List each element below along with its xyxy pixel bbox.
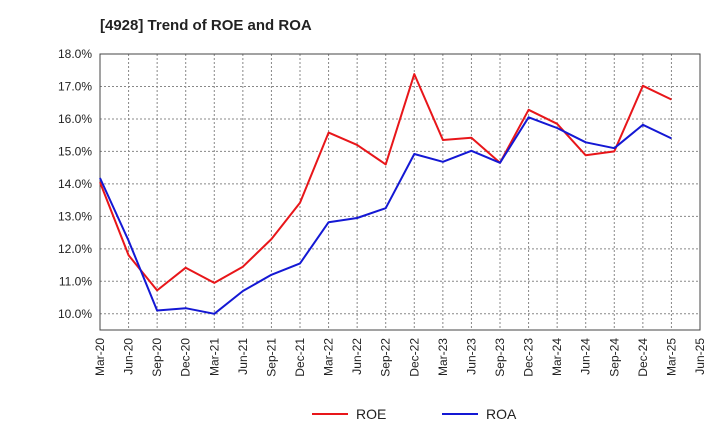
x-tick-label: Mar-20 <box>93 338 107 376</box>
y-tick-label: 16.0% <box>58 112 92 126</box>
y-tick-label: 17.0% <box>58 79 92 93</box>
x-tick-label: Jun-24 <box>579 338 593 375</box>
y-tick-label: 11.0% <box>59 274 92 288</box>
x-tick-label: Mar-23 <box>436 338 450 376</box>
x-tick-label: Dec-23 <box>522 338 536 377</box>
y-tick-label: 14.0% <box>58 177 92 191</box>
grid-lines <box>99 53 701 330</box>
x-tick-label: Dec-20 <box>179 338 193 377</box>
series-lines <box>99 73 672 315</box>
x-tick-label: Sep-22 <box>379 338 393 377</box>
x-tick-label: Sep-24 <box>607 338 621 377</box>
x-tick-label: Dec-21 <box>293 338 307 377</box>
chart-title: [4928] Trend of ROE and ROA <box>100 17 312 34</box>
x-tick-label: Dec-22 <box>407 338 421 377</box>
y-tick-label: 12.0% <box>58 242 92 256</box>
x-tick-label: Jun-22 <box>350 338 364 375</box>
x-tick-label: Sep-23 <box>493 338 507 377</box>
x-tick-label: Mar-21 <box>207 338 221 376</box>
x-tick-label: Jun-23 <box>464 338 478 375</box>
series-line-roe <box>99 73 672 292</box>
plot-border <box>99 53 701 331</box>
series-line-roa <box>99 116 672 315</box>
y-tick-label: 18.0% <box>58 47 92 61</box>
x-tick-label: Sep-20 <box>150 338 164 377</box>
x-tick-label: Jun-25 <box>693 338 707 375</box>
x-tick-label: Jun-20 <box>122 338 136 375</box>
legend: ROE ROA <box>312 406 517 422</box>
y-tick-label: 15.0% <box>58 144 92 158</box>
legend-label-roa: ROA <box>486 406 517 422</box>
x-tick-label: Sep-21 <box>264 338 278 377</box>
legend-label-roe: ROE <box>356 406 386 422</box>
x-tick-label: Mar-24 <box>550 338 564 376</box>
axes: 10.0% 11.0% 12.0% 13.0% 14.0% 15.0% 16.0% 17.0%… <box>58 47 707 377</box>
y-tick-label: 13.0% <box>58 209 92 223</box>
x-tick-label: Mar-25 <box>664 338 678 376</box>
plot-area <box>100 54 700 330</box>
x-tick-label: Mar-22 <box>322 338 336 376</box>
x-tick-label: Jun-21 <box>236 338 250 375</box>
y-tick-label: 10.0% <box>58 307 92 321</box>
x-tick-label: Dec-24 <box>636 338 650 377</box>
